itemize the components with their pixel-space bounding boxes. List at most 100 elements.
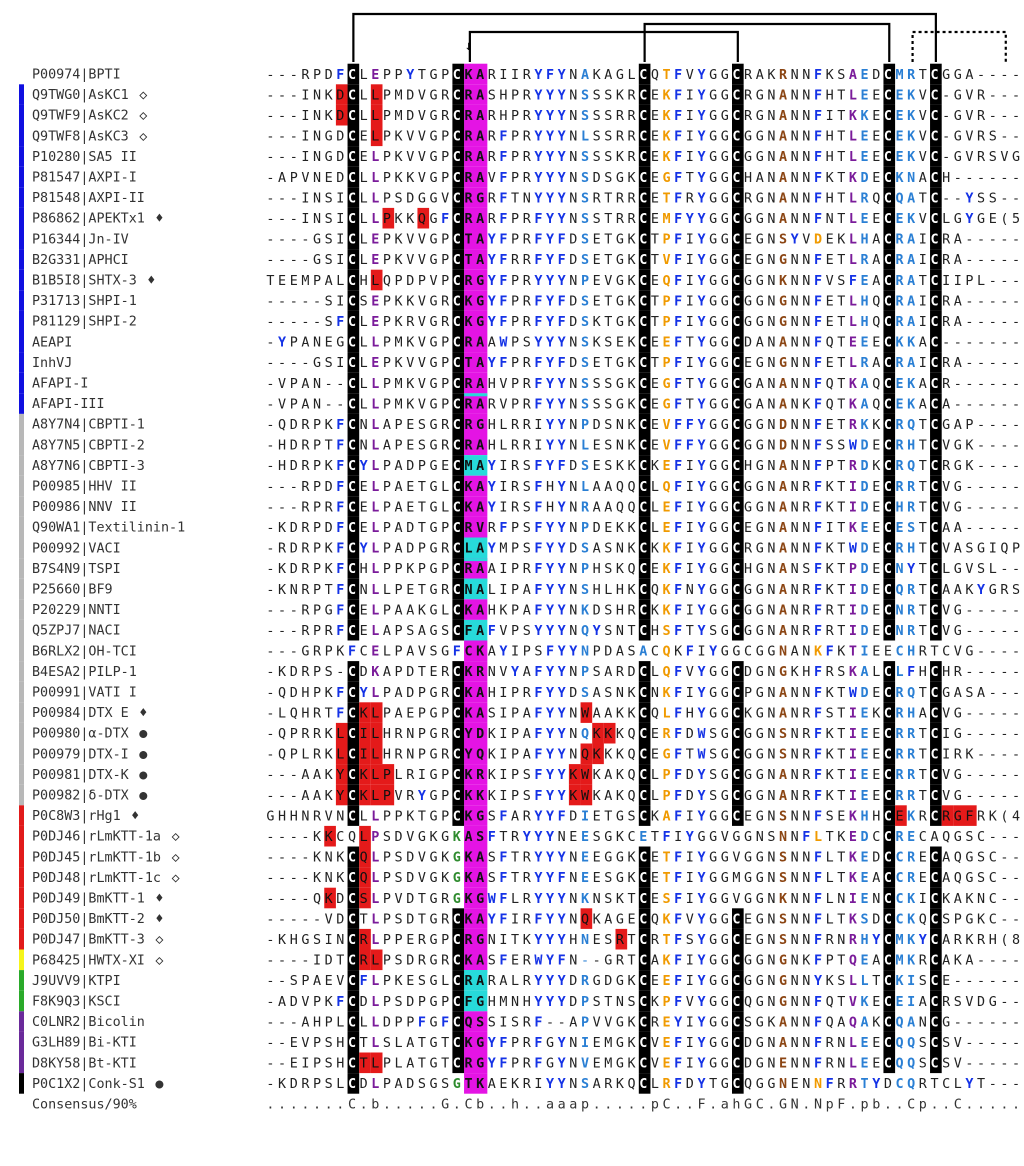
residue: N <box>791 562 799 577</box>
cysteine-cell <box>930 867 942 888</box>
residue: K <box>628 1057 637 1072</box>
residue: E <box>663 336 671 351</box>
residue: V <box>942 789 950 804</box>
residue: Y <box>546 150 555 165</box>
cysteine-cell <box>930 331 942 353</box>
residue: C <box>930 768 938 783</box>
residue: G <box>756 748 764 763</box>
residue: N <box>325 871 333 886</box>
residue: S <box>581 1077 589 1092</box>
residue: - <box>1000 439 1008 454</box>
sequence-id-label: P00980|α-DTX <box>32 727 129 742</box>
residue: E <box>872 1057 880 1072</box>
reactive-site-highlight <box>464 825 488 847</box>
residue: V <box>418 336 426 351</box>
residue: A <box>476 171 484 186</box>
residue: P <box>511 624 519 639</box>
residue: C <box>732 88 740 103</box>
residue: Y <box>488 480 497 495</box>
residue: - <box>278 1015 286 1030</box>
residue: N <box>767 88 775 103</box>
residue: A <box>919 397 927 412</box>
residue: R <box>488 68 497 83</box>
residue: G <box>430 706 438 721</box>
residue: S <box>977 871 985 886</box>
residue: F <box>674 191 682 206</box>
residue: Q <box>849 1015 857 1030</box>
activity-marker: ◇ <box>139 129 148 144</box>
residue: L <box>371 397 379 412</box>
cysteine-cell <box>347 990 360 1012</box>
residue: S <box>779 809 787 824</box>
residue: A <box>383 665 391 680</box>
residue: H <box>488 686 496 701</box>
residue: P <box>313 686 321 701</box>
residue: E <box>826 253 834 268</box>
residue: R <box>523 377 532 392</box>
residue: - <box>965 500 973 515</box>
residue: T <box>837 954 845 969</box>
residue: F <box>674 233 682 248</box>
residue: - <box>954 974 962 989</box>
residue: C <box>453 336 461 351</box>
cysteine-cell <box>452 702 465 723</box>
residue: R <box>313 645 322 660</box>
residue: H <box>313 1015 321 1030</box>
residue: K <box>325 88 334 103</box>
residue: G <box>779 995 787 1010</box>
residue: V <box>686 665 694 680</box>
residue: N <box>569 912 577 927</box>
disulfide-bond-connector <box>352 12 937 62</box>
residue: P <box>511 274 519 289</box>
residue: G <box>709 418 717 433</box>
residue: V <box>965 995 973 1010</box>
residue: F <box>674 109 682 124</box>
consensus-residue: . <box>301 1098 309 1113</box>
residue: - <box>977 706 985 721</box>
residue: I <box>686 459 694 474</box>
residue: G <box>721 995 729 1010</box>
residue: T <box>686 397 694 412</box>
residue: R <box>942 809 951 824</box>
residue: F <box>558 356 566 371</box>
residue: G <box>732 645 740 660</box>
residue: V <box>418 130 426 145</box>
residue: N <box>791 954 799 969</box>
cysteine-cell <box>732 310 744 332</box>
residue: A <box>476 130 484 145</box>
residue: E <box>791 1077 799 1092</box>
group-bar-gray <box>19 722 24 744</box>
residue: C <box>884 954 892 969</box>
residue: H <box>301 706 309 721</box>
residue: C <box>639 212 647 227</box>
cysteine-cell <box>452 681 465 703</box>
residue: H <box>872 809 880 824</box>
residue: R <box>511 439 520 454</box>
residue: P <box>418 459 426 474</box>
reactive-site-highlight <box>464 949 488 971</box>
residue: L <box>604 583 612 598</box>
residue: G <box>954 88 962 103</box>
residue: - <box>558 1015 566 1030</box>
residue: T <box>919 191 927 206</box>
residue: F <box>499 150 507 165</box>
reactive-site-edge <box>464 393 488 397</box>
residue: - <box>278 233 286 248</box>
group-bar-blue <box>19 331 24 353</box>
residue: C <box>884 562 892 577</box>
group-bar-gray <box>19 516 24 538</box>
group-bar-gray <box>19 764 24 785</box>
residue: E <box>593 253 601 268</box>
residue: Y <box>558 748 567 763</box>
residue: H <box>569 933 577 948</box>
residue: N <box>791 500 799 515</box>
residue: A <box>756 68 764 83</box>
cysteine-cell <box>883 372 896 394</box>
residue: P <box>511 603 519 618</box>
cysteine-cell <box>347 846 360 868</box>
residue: D <box>406 1077 414 1092</box>
residue: R <box>896 748 905 763</box>
residue: F <box>907 665 915 680</box>
residue: E <box>896 212 904 227</box>
residue: N <box>791 768 799 783</box>
